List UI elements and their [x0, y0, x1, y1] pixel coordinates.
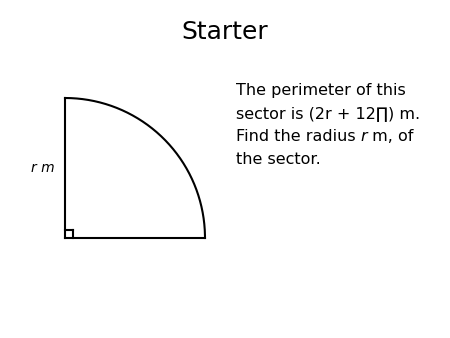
- Text: Starter: Starter: [182, 20, 268, 44]
- Text: Find the radius: Find the radius: [236, 129, 361, 144]
- Text: the sector.: the sector.: [236, 152, 321, 167]
- Text: r m: r m: [31, 161, 55, 175]
- Text: m, of: m, of: [367, 129, 414, 144]
- Text: The perimeter of this: The perimeter of this: [236, 83, 406, 98]
- Text: sector is (2r + 12∏) m.: sector is (2r + 12∏) m.: [236, 106, 420, 121]
- Text: r: r: [361, 129, 367, 144]
